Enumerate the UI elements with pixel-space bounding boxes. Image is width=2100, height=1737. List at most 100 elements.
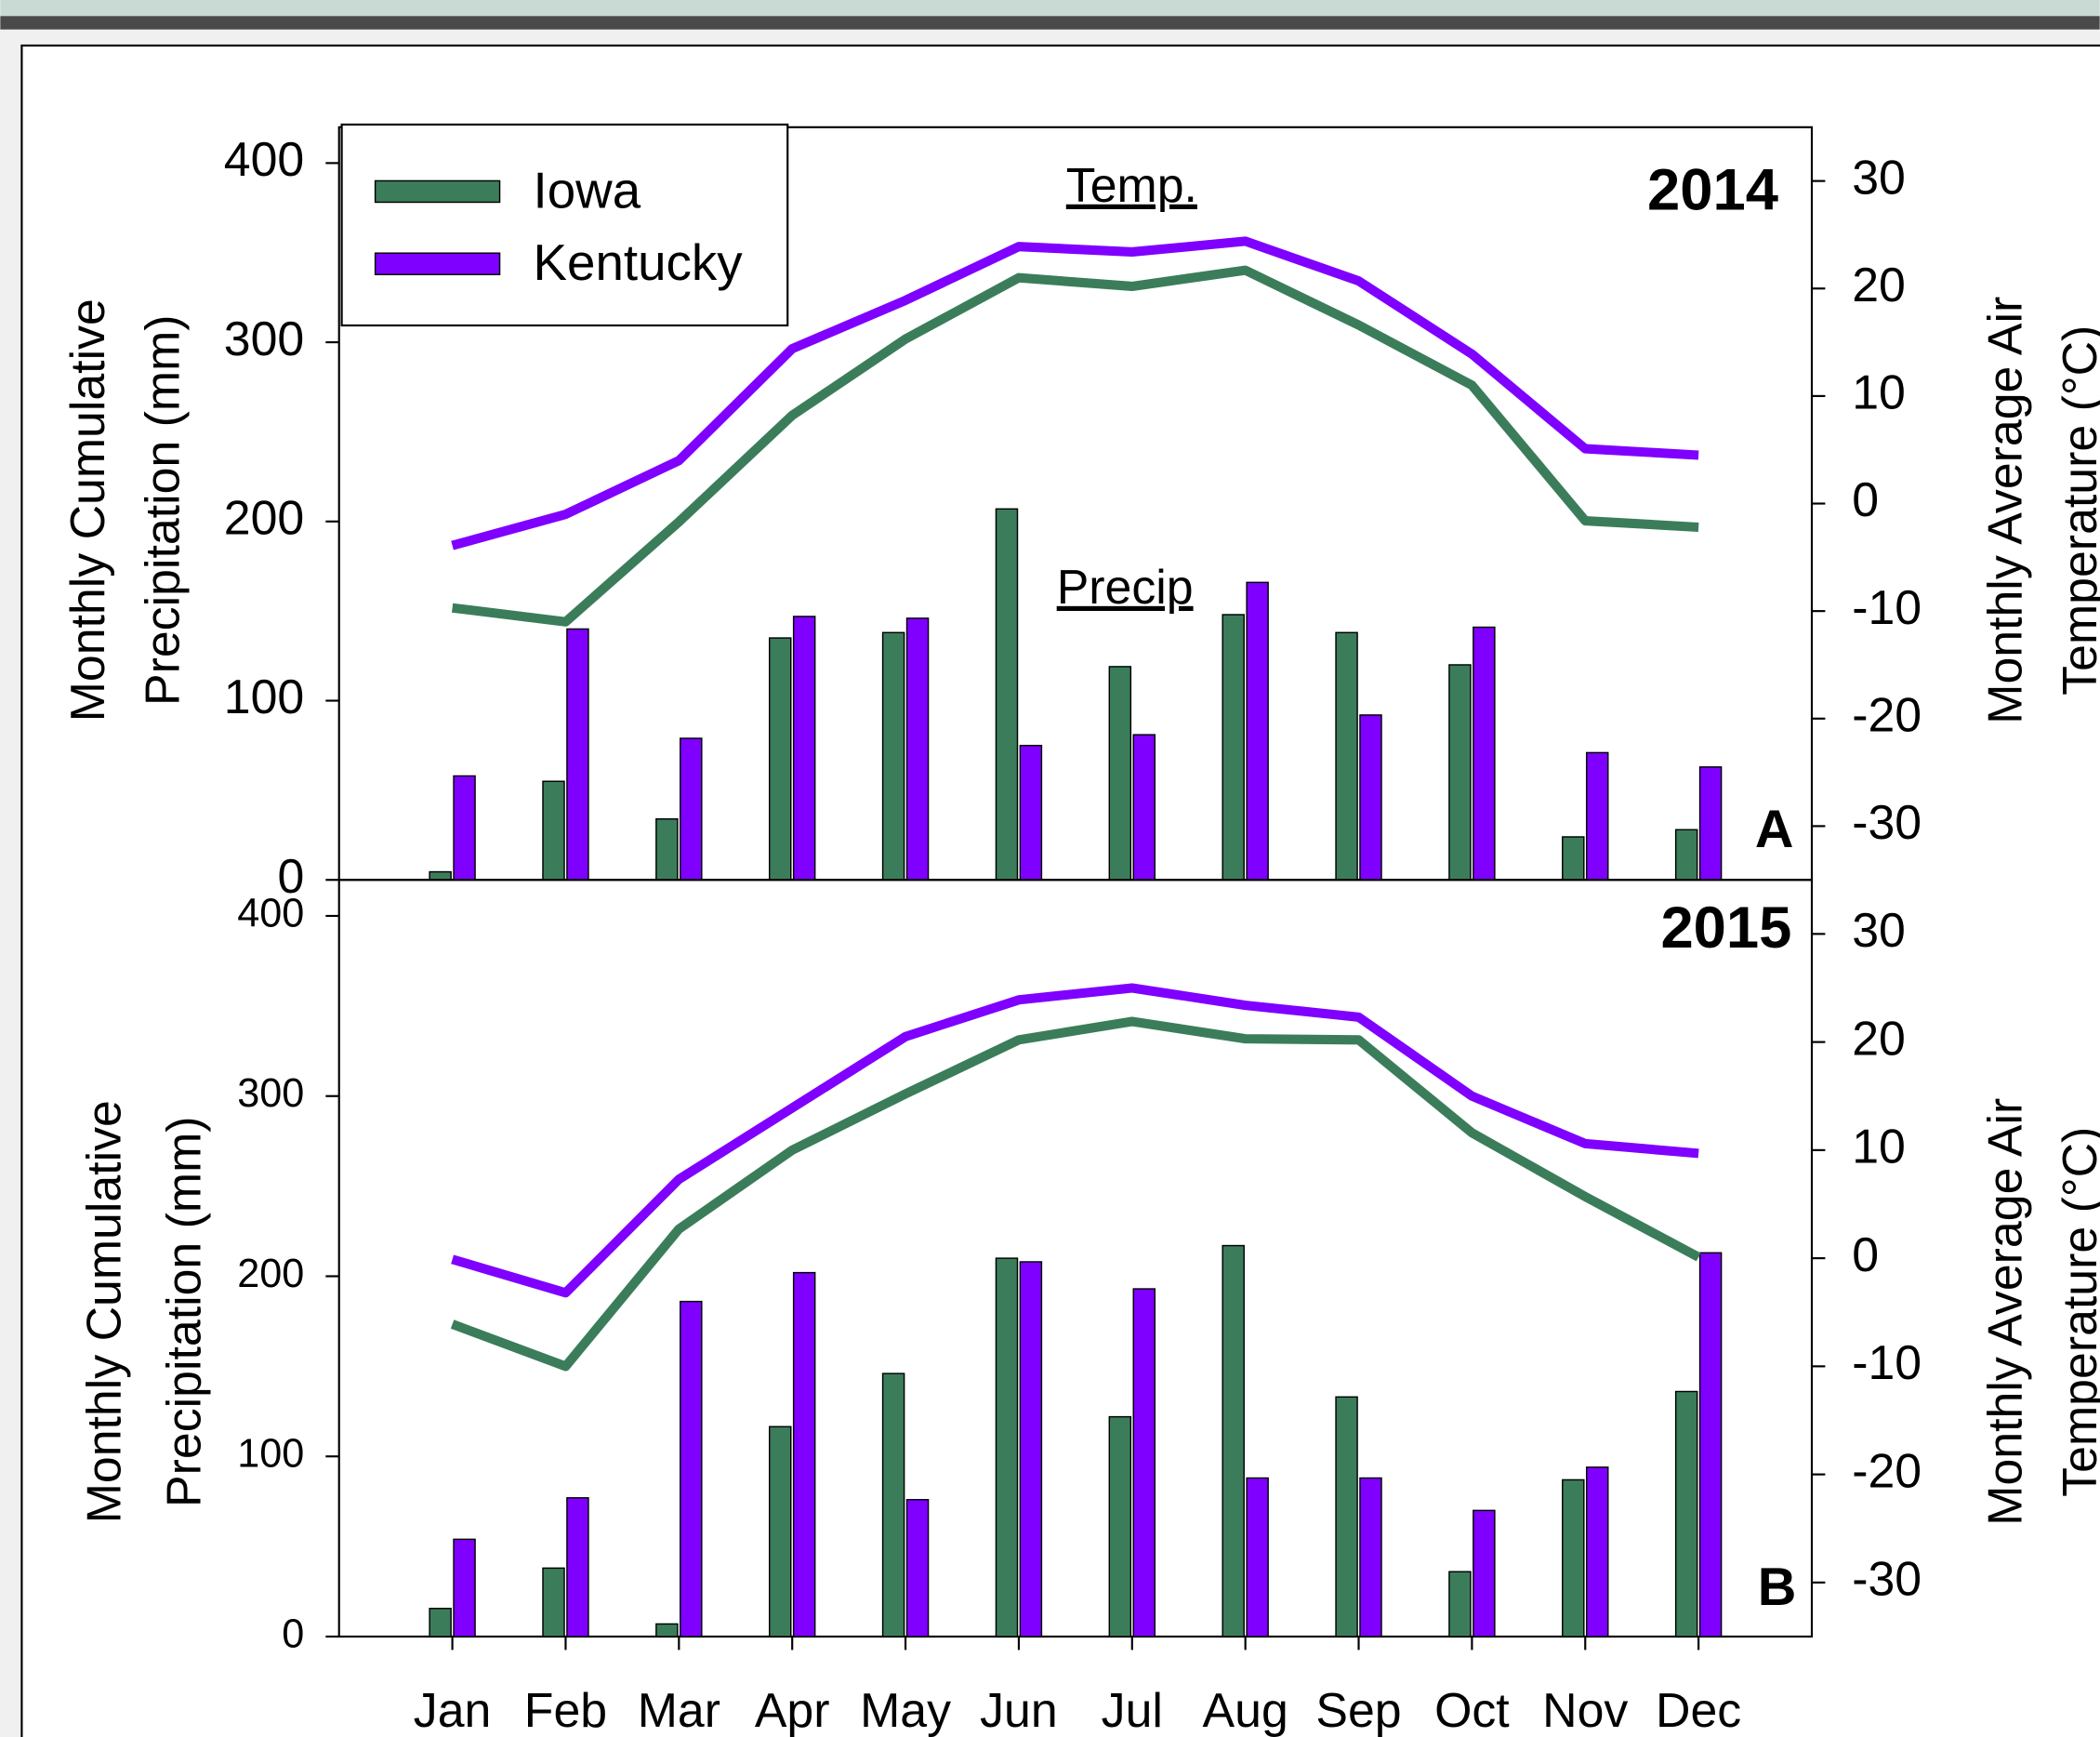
- bar: [542, 1567, 565, 1638]
- y2-tick-label: -20: [1852, 687, 1922, 741]
- bar: [655, 1623, 679, 1638]
- temperature-line: [451, 236, 1699, 550]
- bar: [566, 1497, 589, 1638]
- y2-tick-label: 20: [1852, 1011, 1906, 1065]
- bar: [1246, 1477, 1269, 1638]
- y2-axis-label: Temperature (°C): [2053, 325, 2100, 696]
- y-tick-label: 200: [224, 490, 304, 544]
- y-tick-label: 0: [277, 849, 304, 903]
- temperature-line: [450, 1016, 1701, 1372]
- top-border: [0, 16, 2100, 30]
- bar: [655, 817, 679, 881]
- y-axis-label: Precipitation (mm): [136, 314, 190, 705]
- legend-swatch: [374, 252, 501, 275]
- bar: [680, 737, 703, 881]
- legend-box: [340, 123, 789, 327]
- x-tick-label: Oct: [1434, 1683, 1510, 1737]
- y2-axis-label: Monthly Average Air: [1977, 1098, 2031, 1526]
- y2-tick-label: -30: [1852, 795, 1922, 849]
- bar: [1698, 1252, 1723, 1638]
- bar: [1359, 714, 1382, 881]
- y2-tick-label: -10: [1852, 1335, 1922, 1389]
- x-tick-label: Jun: [980, 1683, 1058, 1737]
- panel: [20, 44, 2100, 1737]
- bar: [1132, 734, 1156, 881]
- panel-label: A: [1755, 800, 1794, 859]
- bar: [1108, 1415, 1132, 1638]
- y2-tick-label: 0: [1852, 1227, 1879, 1281]
- bar: [1585, 1466, 1609, 1638]
- y-tick-label: 400: [237, 891, 304, 935]
- year-label: 2014: [1647, 158, 1778, 223]
- y-tick-label: 300: [237, 1071, 304, 1116]
- bar: [1562, 1478, 1585, 1638]
- x-tick-label: Feb: [524, 1683, 607, 1737]
- bar: [1448, 1571, 1472, 1638]
- bar: [1108, 666, 1132, 881]
- panel-label: B: [1758, 1558, 1797, 1617]
- y2-tick-label: -20: [1852, 1443, 1922, 1497]
- y2-tick-label: 10: [1852, 365, 1906, 419]
- x-tick-label: Aug: [1203, 1683, 1288, 1737]
- annotation: Temp.: [1066, 158, 1197, 212]
- x-tick-label: Dec: [1656, 1683, 1741, 1737]
- bar: [680, 1300, 703, 1638]
- bar: [1222, 1244, 1245, 1638]
- x-tick-label: Sep: [1315, 1683, 1401, 1737]
- y-axis-label: Precipitation (mm): [157, 1116, 211, 1506]
- top-band: [0, 0, 2100, 17]
- x-tick-label: Nov: [1542, 1683, 1628, 1737]
- bar: [1674, 829, 1698, 881]
- bar: [905, 617, 930, 881]
- y2-tick-label: -30: [1852, 1552, 1922, 1606]
- x-tick-label: Mar: [638, 1683, 720, 1737]
- bar: [1448, 664, 1472, 881]
- y-tick-label: 400: [224, 132, 304, 186]
- y2-axis-label: Monthly Average Air: [1977, 297, 2031, 724]
- bar: [768, 1425, 792, 1638]
- year-label: 2015: [1660, 895, 1791, 961]
- bar: [1698, 766, 1723, 881]
- bar: [792, 616, 816, 881]
- bar: [1473, 626, 1496, 881]
- temperature-line: [451, 983, 1699, 1298]
- temperature-line: [451, 265, 1699, 627]
- y2-tick-label: 10: [1852, 1120, 1906, 1173]
- bar: [1335, 1396, 1358, 1638]
- bar: [1132, 1288, 1156, 1638]
- y2-tick-label: 30: [1852, 150, 1906, 204]
- bar: [1359, 1477, 1382, 1638]
- bar: [1222, 614, 1245, 881]
- bar: [429, 870, 452, 881]
- bar: [453, 1538, 476, 1638]
- bar: [1246, 581, 1269, 881]
- bar: [792, 1271, 816, 1638]
- bar: [881, 631, 905, 881]
- bar: [542, 780, 565, 881]
- y-axis-label: Monthly Cumulative: [76, 1100, 130, 1523]
- bar: [1585, 751, 1609, 881]
- y2-tick-label: 30: [1852, 903, 1906, 957]
- x-tick-label: May: [860, 1683, 951, 1737]
- bar: [1674, 1390, 1698, 1638]
- legend-swatch: [374, 179, 501, 204]
- x-tick-label: Jul: [1102, 1683, 1163, 1737]
- bar: [995, 508, 1019, 881]
- bar: [881, 1372, 905, 1638]
- y-tick-label: 100: [224, 670, 304, 723]
- y2-tick-label: -10: [1852, 580, 1922, 634]
- bar: [905, 1499, 930, 1638]
- x-tick-label: Jan: [414, 1683, 492, 1737]
- bar: [1019, 1261, 1043, 1638]
- bar: [1562, 836, 1585, 881]
- bar: [995, 1257, 1019, 1638]
- y-tick-label: 200: [237, 1252, 304, 1296]
- bar: [566, 628, 589, 881]
- bar: [768, 637, 792, 881]
- bar: [1019, 744, 1043, 881]
- y2-tick-label: 0: [1852, 472, 1879, 526]
- legend-label: Iowa: [534, 161, 641, 219]
- y-tick-label: 300: [224, 312, 304, 365]
